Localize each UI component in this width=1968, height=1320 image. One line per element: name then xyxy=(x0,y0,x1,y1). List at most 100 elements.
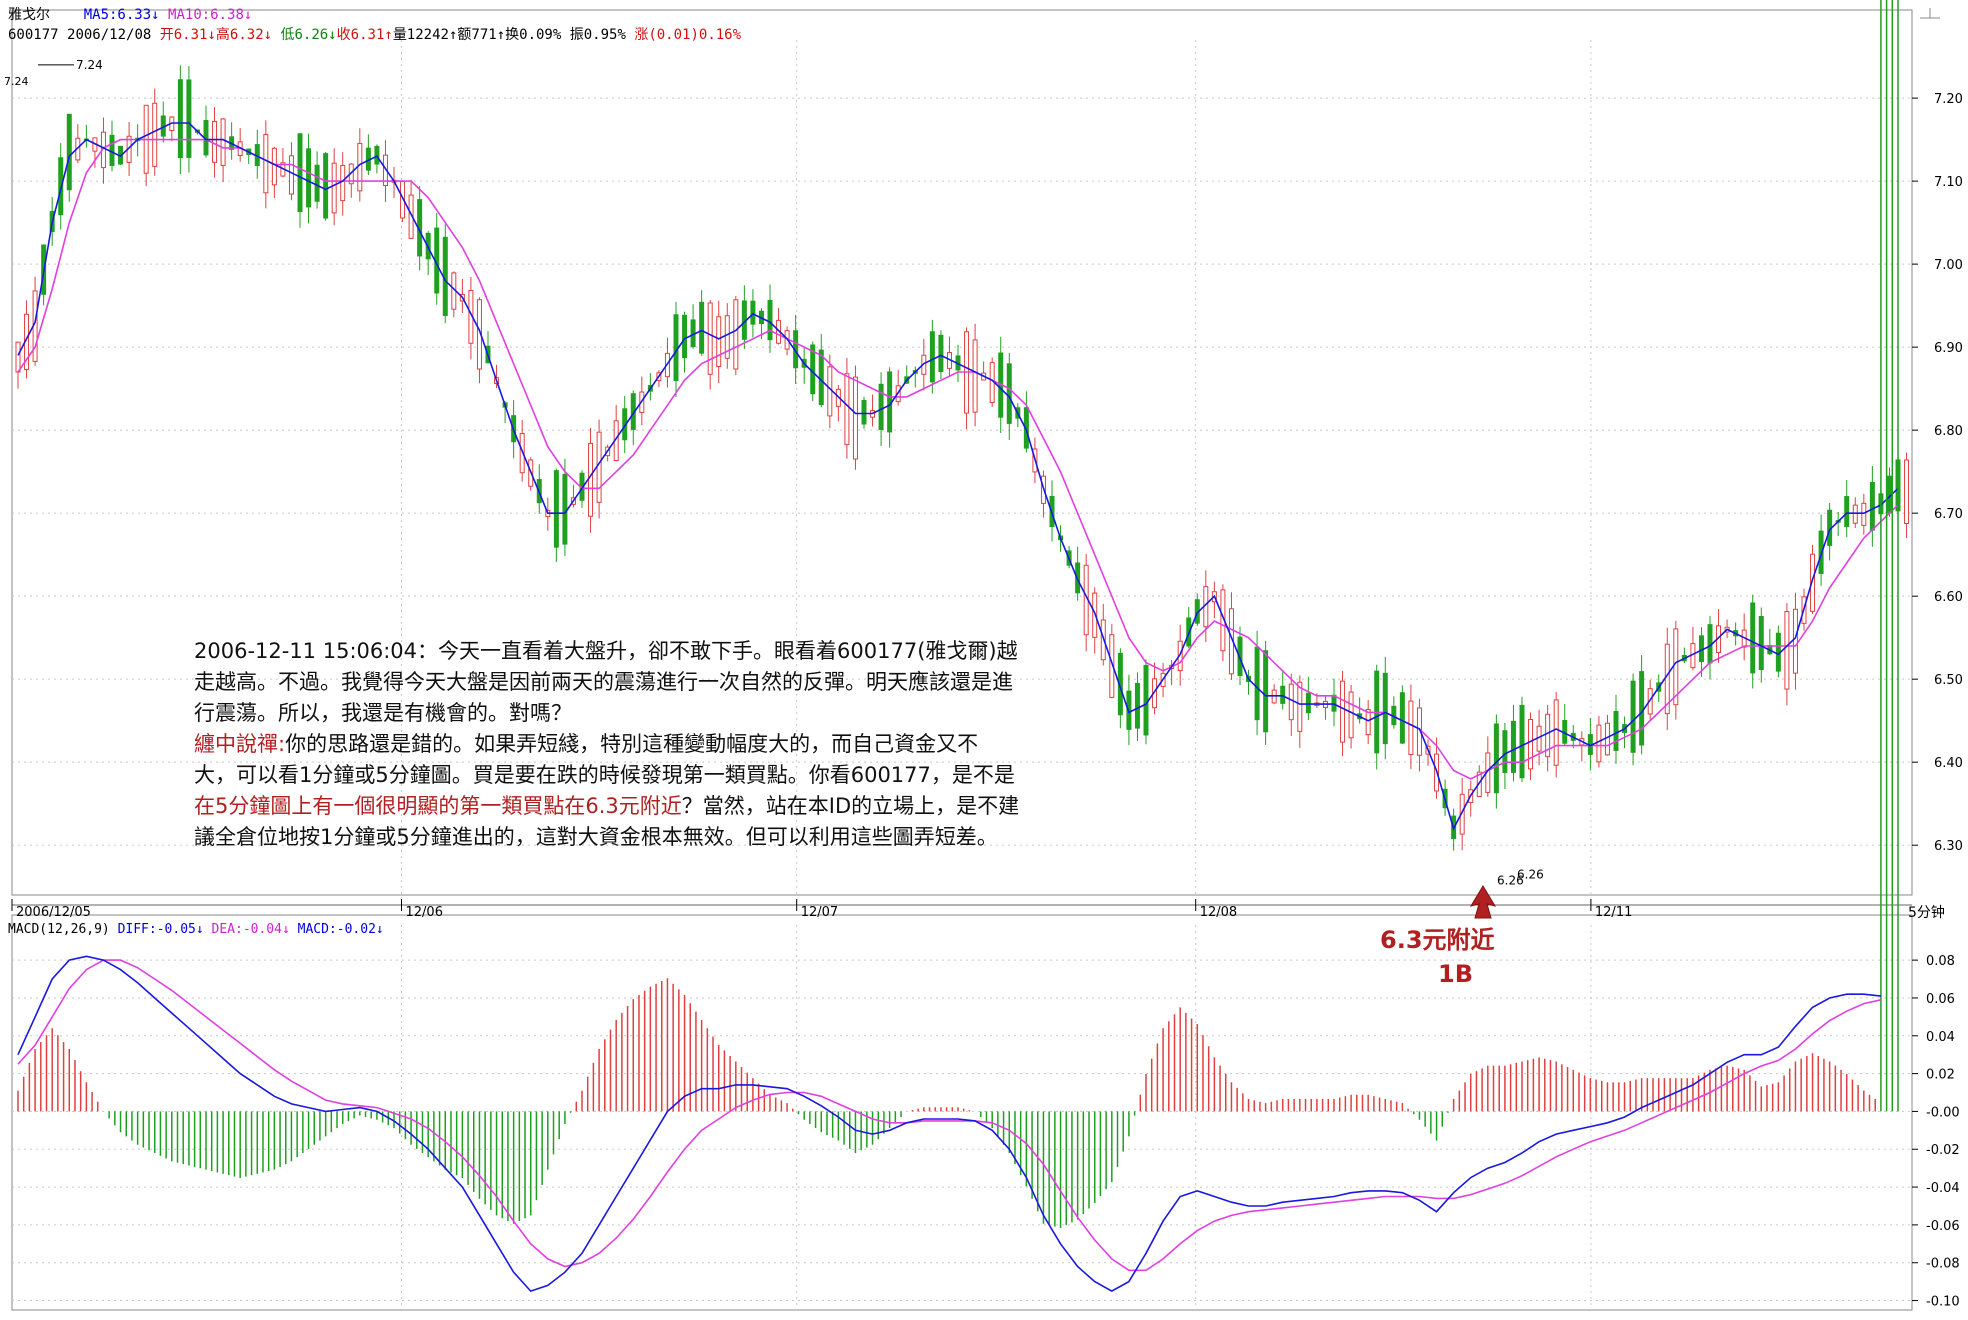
candle-body xyxy=(306,148,312,208)
candle-body xyxy=(1006,363,1012,424)
candle-body xyxy=(1399,692,1405,744)
low-marker-label-1: 6.26 xyxy=(1497,873,1524,887)
candle-body xyxy=(724,315,730,359)
candle-body xyxy=(682,314,688,359)
candle-body xyxy=(1792,608,1798,674)
candle-body xyxy=(1844,496,1850,527)
amplitude: 振0.95% xyxy=(569,27,626,43)
amount-arrow-icon: ↑ xyxy=(496,27,506,43)
high-marker-label: 7.24 xyxy=(76,58,103,72)
candle-body xyxy=(1305,692,1311,714)
candle-body xyxy=(374,145,380,165)
close-arrow-icon: ↑ xyxy=(384,27,393,43)
buy-point-label: 6.3元附近 xyxy=(1380,926,1495,954)
candle-body xyxy=(733,299,739,370)
candle-body xyxy=(818,349,824,406)
annotation-line-1: 2006-12-11 15:06:04：今天一直看着大盤升，卻不敢下手。眼看着6… xyxy=(194,639,1018,663)
corner-marker-icon xyxy=(1920,8,1940,19)
candle-body xyxy=(220,118,226,166)
candle-body xyxy=(1331,694,1337,712)
diff-readout: DIFF:-0.05 xyxy=(117,922,196,937)
ma10-down-arrow-icon: ↓ xyxy=(243,7,253,23)
price-tick-label-1: 7.10 xyxy=(1934,175,1963,190)
bar-date: 2006/12/08 xyxy=(67,27,152,43)
candle-body xyxy=(314,164,320,202)
turnover: 换0.09% xyxy=(505,27,562,43)
stock-name: 雅戈尔 xyxy=(8,7,50,23)
annotation-line-3: 行震蕩。所以，我還是有機會的。對嗎？ xyxy=(194,701,572,725)
candle-body xyxy=(596,431,602,503)
annotation-line-7: 議全倉位地按1分鐘或5分鐘進出的，這對大資金根本無效。但可以利用這些圖弄短差。 xyxy=(194,825,998,849)
ma10-readout: MA10:6.38 xyxy=(168,7,244,23)
candle-body xyxy=(1604,722,1610,756)
ma5-down-arrow-icon: ↓ xyxy=(151,7,160,23)
price-tick-label-0: 7.20 xyxy=(1934,92,1963,107)
annotation-line-5: 大，可以看1分鐘或5分鐘圖。買是要在跌的時候發現第一類買點。你看600177，是… xyxy=(194,763,1015,787)
candle-body xyxy=(673,314,679,382)
ma10-line xyxy=(17,138,1899,780)
diff-down-arrow-icon: ↓ xyxy=(195,922,204,937)
price-tick-label-6: 6.60 xyxy=(1934,590,1963,605)
candle-body xyxy=(1288,683,1294,721)
price-tick-label-9: 6.30 xyxy=(1934,839,1963,854)
candle-body xyxy=(1750,602,1756,674)
dea-down-arrow-icon: ↓ xyxy=(281,922,290,937)
candle-body xyxy=(1647,688,1653,715)
candle-body xyxy=(861,399,867,425)
candle-body xyxy=(588,442,594,517)
candle-body xyxy=(1237,636,1243,676)
candle-body xyxy=(1280,685,1286,704)
candle-body xyxy=(58,157,64,216)
candle-body xyxy=(1254,646,1260,721)
macd-down-arrow-icon: ↓ xyxy=(375,922,384,937)
candle-body xyxy=(1784,611,1790,690)
diff-line xyxy=(17,955,1881,1293)
stock-code: 600177 xyxy=(8,27,59,43)
dea-readout: DEA:-0.04 xyxy=(211,922,282,937)
candle-body xyxy=(716,316,722,367)
candle-body xyxy=(288,155,294,195)
macd-tick-label-6: -0.04 xyxy=(1926,1181,1960,1196)
macd-header: MACD(12,26,9) DIFF:-0.05↓ DEA:-0.04↓ MAC… xyxy=(8,922,384,937)
candle-body xyxy=(827,366,833,417)
low-arrow-icon: ↓ xyxy=(328,27,337,43)
candle-body xyxy=(1340,680,1346,743)
candle-body xyxy=(938,334,944,373)
candle-body xyxy=(212,120,218,163)
candle-body xyxy=(271,147,277,186)
main-pane-frame xyxy=(11,9,1913,896)
high-marker-label-left: 7.24 xyxy=(4,75,29,88)
candle-body xyxy=(1630,680,1636,753)
high-arrow-icon: ↓ xyxy=(263,27,273,43)
candle-body xyxy=(1510,720,1516,773)
macd-tick-label-2: 0.04 xyxy=(1926,1030,1955,1045)
candle-body xyxy=(767,299,773,341)
price-tick-label-4: 6.80 xyxy=(1934,424,1963,439)
macd-tick-label-8: -0.08 xyxy=(1926,1257,1960,1272)
candle-body xyxy=(852,376,858,460)
macd-tick-label-1: 0.06 xyxy=(1926,992,1955,1007)
candle-body xyxy=(1519,704,1525,779)
macd-readout: MACD:-0.02 xyxy=(297,922,376,937)
candle-body xyxy=(878,383,884,430)
price-tick-label-8: 6.40 xyxy=(1934,756,1963,771)
x-tick-label-1: 12/06 xyxy=(406,905,443,920)
dea-line xyxy=(17,959,1882,1272)
high-price: 高6.32 xyxy=(215,27,264,43)
candle-body xyxy=(1904,459,1910,524)
candle-body xyxy=(263,133,269,194)
candle-body xyxy=(1263,650,1269,733)
x-tick-label-4: 12/11 xyxy=(1595,905,1632,920)
annotation-line-6: 在5分鐘圖上有一個很明顯的第一類買點在6.3元附近？當然，站在本ID的立場上，是… xyxy=(194,791,1094,822)
price-tick-label-3: 6.90 xyxy=(1934,341,1963,356)
candle-body xyxy=(297,133,303,212)
candle-body xyxy=(1639,671,1645,746)
macd-indicator-name: MACD(12,26,9) xyxy=(8,922,110,937)
buy-arrow-icon xyxy=(1469,885,1497,919)
candle-body xyxy=(186,79,192,158)
volume: 量12242 xyxy=(392,27,449,43)
x-tick-label-2: 12/07 xyxy=(801,905,838,920)
candle-body xyxy=(1596,724,1602,763)
annotation-line-6-text: ？當然，站在本ID的立場上，是不建 xyxy=(681,794,1020,818)
